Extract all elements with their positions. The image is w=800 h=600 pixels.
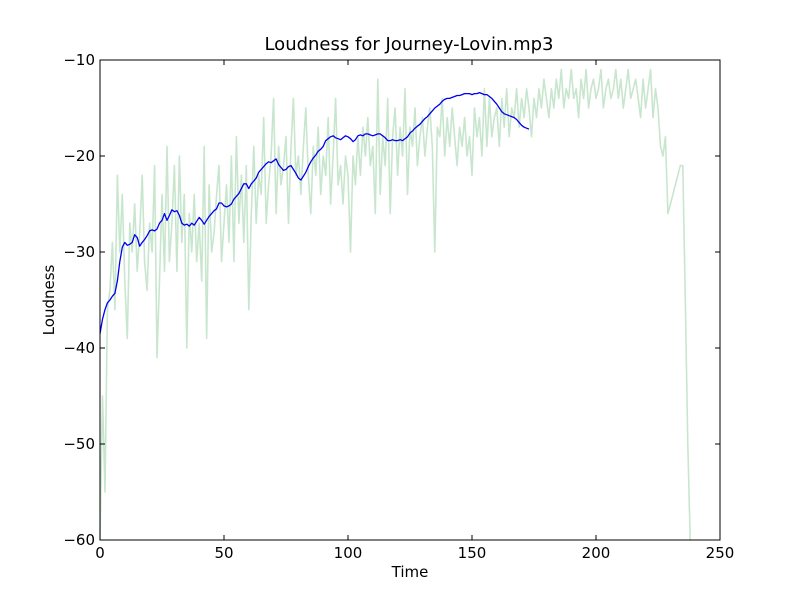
plot-frame bbox=[99, 59, 721, 541]
x-axis: 0 50 100 150 200 250 bbox=[95, 60, 734, 562]
x-tick-label: 0 bbox=[95, 544, 105, 562]
y-tick-label: −10 bbox=[63, 51, 95, 69]
x-tick-label: 100 bbox=[334, 544, 363, 562]
x-tick-label: 250 bbox=[706, 544, 735, 562]
x-axis-label: Time bbox=[391, 563, 429, 581]
y-tick-label: −50 bbox=[63, 435, 95, 453]
y-tick-label: −60 bbox=[63, 531, 95, 549]
series-layer bbox=[99, 68, 691, 541]
y-axis-label: Loudness bbox=[40, 264, 58, 335]
y-tick-label: −40 bbox=[63, 339, 95, 357]
x-tick-label: 200 bbox=[582, 544, 611, 562]
x-tick-label: 50 bbox=[214, 544, 233, 562]
raw-loudness-line bbox=[99, 68, 691, 541]
chart-title: Loudness for Journey-Lovin.mp3 bbox=[264, 34, 553, 55]
x-tick-label: 150 bbox=[458, 544, 487, 562]
y-tick-label: −20 bbox=[63, 147, 95, 165]
y-axis: −60 −50 −40 −30 −20 −10 bbox=[63, 51, 720, 549]
smoothed-loudness-line bbox=[99, 91, 530, 334]
y-tick-label: −30 bbox=[63, 243, 95, 261]
